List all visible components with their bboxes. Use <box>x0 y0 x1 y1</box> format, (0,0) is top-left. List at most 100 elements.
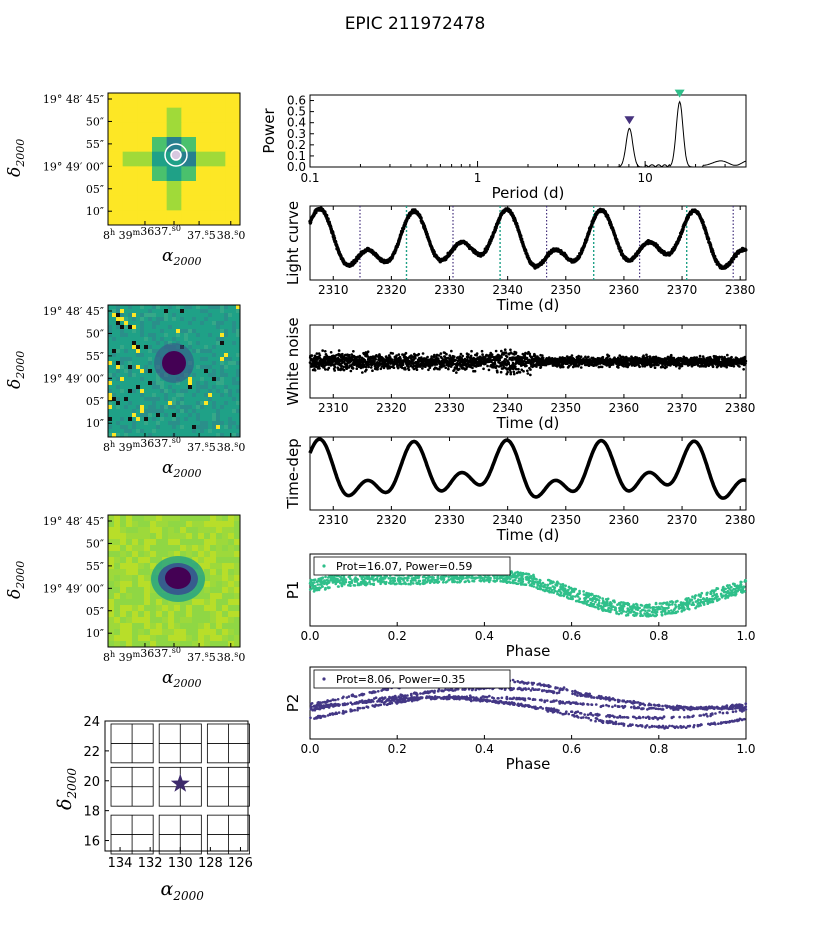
stamp-3-pixel <box>150 521 157 528</box>
stamp-2-pixel <box>220 369 224 373</box>
stamp-2-pixel <box>216 409 220 413</box>
stamp-1-pixel <box>137 137 153 153</box>
stamp-3-pixel <box>234 635 241 642</box>
stamp-3-pixel <box>204 527 211 534</box>
light-curve-ylabel: Light curve <box>284 201 302 285</box>
stamp-3-pixel <box>228 611 235 618</box>
stamp-2-pixel <box>224 373 228 377</box>
stamp-3-pixel <box>126 599 133 606</box>
stamp-1-pixel <box>137 93 153 109</box>
footprint-xtick-label: 134 <box>108 856 133 871</box>
stamp-3-pixel <box>192 521 199 528</box>
stamp-2-pixel <box>204 357 208 361</box>
stamp-2-pixel <box>112 393 116 397</box>
stamp-3-pixel <box>228 605 235 612</box>
stamp-1-pixel <box>108 107 124 123</box>
stamp-3-pixel <box>216 605 223 612</box>
stamp-2-pixel <box>188 413 192 417</box>
stamp-3-pixel <box>234 605 241 612</box>
phase-p1-xtick-label: 1.0 <box>736 629 755 643</box>
stamp-2-pixel <box>156 425 160 429</box>
stamp-2-pixel <box>148 405 152 409</box>
stamp-3-pixel <box>120 515 127 522</box>
stamp-3-pixel <box>186 521 193 528</box>
star-core <box>165 567 191 589</box>
stamp-3-pixel <box>210 521 217 528</box>
phase-p2-axes: 0.0 0.2 0.4 0.6 0.8 1.0 Phase P2 Prot=8.06, Powe… <box>284 666 756 773</box>
stamp-3-pixel <box>120 569 127 576</box>
stamp-3-pixel <box>210 569 217 576</box>
stamp-3-pixel <box>216 641 223 648</box>
stamp-3-pixel <box>144 623 151 630</box>
stamp-3-pixel <box>228 557 235 564</box>
stamp-2-pixel <box>140 317 144 321</box>
stamp-3-pixel <box>114 569 121 576</box>
stamp-3-pixel <box>186 533 193 540</box>
stamp-3-pixel <box>186 527 193 534</box>
stamp-2-pixel <box>140 305 144 309</box>
stamp-1-pixel <box>122 181 138 197</box>
stamp-3-pixel <box>120 521 127 528</box>
stamp-3-pixel <box>138 521 145 528</box>
stamp-3-pixel <box>234 575 241 582</box>
light-curve-xtick-label: 2370 <box>667 283 698 297</box>
stamp-2-pixel <box>232 377 236 381</box>
stamp-3-pixel <box>180 533 187 540</box>
stamp-3-pixel <box>144 581 151 588</box>
time-dep-xtick-label: 2370 <box>667 513 698 527</box>
stamp-2-pixel <box>220 381 224 385</box>
footprint-panel: 24 22 20 18 16 134 132 130 128 126 α2000 δ2000 <box>54 715 253 903</box>
stamp-3-pixel <box>180 617 187 624</box>
stamp-2-pixel <box>192 373 196 377</box>
stamp-2-pixel <box>172 417 176 421</box>
stamp-2-pixel <box>128 401 132 405</box>
stamp-2-pixel <box>116 305 120 309</box>
stamp-2-pixel <box>212 385 216 389</box>
stamp-1-pixel <box>196 166 212 182</box>
stamp-2-pixel <box>148 397 152 401</box>
stamp-3-pixel <box>222 539 229 546</box>
stamp-3-pixel <box>162 641 169 648</box>
stamp-2-pixel <box>168 405 172 409</box>
time-dep-xtick-label: 2320 <box>376 513 407 527</box>
stamp-2-pixel <box>176 393 180 397</box>
stamp-2-pixel <box>168 421 172 425</box>
stamp-2-pixel <box>204 369 208 373</box>
stamp-2-pixel <box>200 321 204 325</box>
stamp-3-pixel <box>198 521 205 528</box>
light-curve-xtick-label: 2360 <box>609 283 640 297</box>
stamp-1 <box>108 93 241 226</box>
stamp-3-pixel <box>108 611 115 618</box>
stamp-2-pixel <box>196 401 200 405</box>
stamp-3-pixel <box>156 617 163 624</box>
stamp-2-pixel <box>108 361 112 365</box>
stamp-2-pixel <box>164 341 168 345</box>
stamp-3-pixel <box>120 611 127 618</box>
stamp-3-pixel <box>132 623 139 630</box>
stamp-3-pixel <box>162 515 169 522</box>
stamp-2-pixel <box>164 393 168 397</box>
stamp-1-ylabel: δ2000 <box>5 139 27 177</box>
stamp-3-pixel <box>228 569 235 576</box>
stamp-3-pixel <box>198 527 205 534</box>
stamp-3-pixel <box>168 527 175 534</box>
stamp-1-pixel <box>196 122 212 138</box>
periodogram-ytick-label: 0.4 <box>287 116 306 130</box>
stamp-2-pixel <box>216 425 220 429</box>
stamp-3-pixel <box>186 599 193 606</box>
stamp-1-pixel <box>210 210 226 226</box>
stamp-2-pixel <box>204 349 208 353</box>
stamp-2-pixel <box>236 389 240 393</box>
stamp-2-pixel <box>176 417 180 421</box>
stamp-1-pixel <box>108 151 124 167</box>
stamp-1-pixel <box>181 151 197 167</box>
stamp-3-pixel <box>162 533 169 540</box>
phase-p1-xtick-label: 0.0 <box>300 629 319 643</box>
stamp-3-pixel <box>132 575 139 582</box>
stamp-3-pixel <box>114 641 121 648</box>
stamp-3-pixel <box>204 629 211 636</box>
stamp-3-pixel <box>144 521 151 528</box>
stamp-3-pixel <box>138 551 145 558</box>
stamp-3-pixel <box>144 563 151 570</box>
